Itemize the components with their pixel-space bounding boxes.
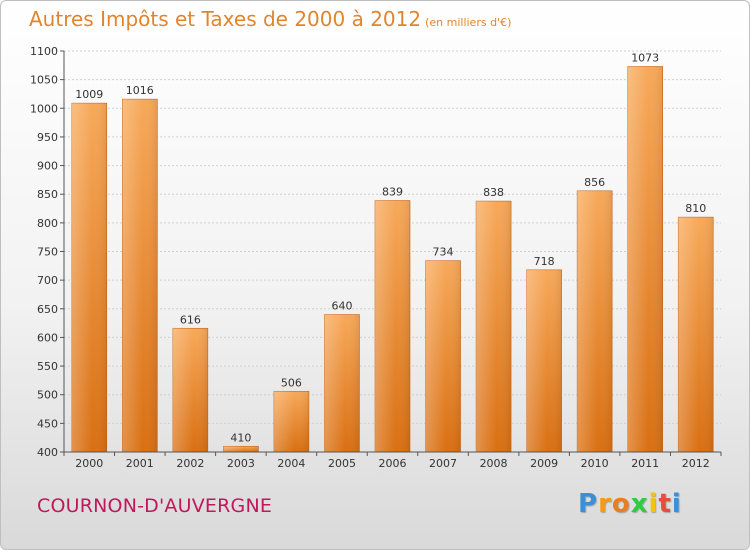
x-tick-label: 2000 xyxy=(75,457,103,470)
chart-subtitle: (en milliers d'€) xyxy=(425,16,512,29)
y-tick-label: 550 xyxy=(37,360,58,373)
y-tick-label: 800 xyxy=(37,217,58,230)
bar-shine xyxy=(425,260,461,452)
bar-shine xyxy=(324,314,360,452)
y-tick-label: 1000 xyxy=(30,102,58,115)
y-axis-ticks: 400 450 500 550 600 650 700 750 800 850 900 950 1000… xyxy=(30,45,64,459)
bar-shine xyxy=(223,446,259,452)
logo-letter: P xyxy=(578,489,599,519)
y-tick-label: 750 xyxy=(37,246,58,259)
bar-shine xyxy=(375,200,410,452)
logo-letter: i xyxy=(671,489,682,519)
bar-value-label: 734 xyxy=(433,246,454,259)
x-tick-label: 2005 xyxy=(328,457,356,470)
y-tick-label: 600 xyxy=(37,331,58,344)
x-tick-label: 2003 xyxy=(227,457,255,470)
bar-value-label: 1009 xyxy=(75,88,103,101)
bar-shine xyxy=(678,217,714,452)
bar-value-label: 1016 xyxy=(126,84,154,97)
bar-shine xyxy=(627,66,663,453)
bar-shine xyxy=(526,269,562,452)
logo-letter: r xyxy=(598,489,612,519)
bar-value-label: 839 xyxy=(382,186,403,199)
bar-value-label: 640 xyxy=(331,300,352,313)
x-tick-label: 2011 xyxy=(631,457,659,470)
logo-letter: x xyxy=(630,489,649,519)
y-tick-label: 900 xyxy=(37,160,58,173)
bar-value-label: 1073 xyxy=(631,51,659,64)
y-tick-label: 1100 xyxy=(30,45,58,58)
x-tick-label: 2007 xyxy=(429,457,457,470)
bar-shine xyxy=(172,328,208,452)
y-tick-label: 1050 xyxy=(30,74,58,87)
x-tick-label: 2001 xyxy=(126,457,154,470)
y-tick-label: 450 xyxy=(37,417,58,430)
bar-shine xyxy=(122,99,158,453)
bar-value-label: 856 xyxy=(584,176,605,189)
logo-letter: i xyxy=(648,489,659,519)
bar-value-label: 506 xyxy=(281,376,302,389)
x-tick-label: 2012 xyxy=(682,457,710,470)
bar-value-label: 838 xyxy=(483,186,504,199)
y-tick-label: 650 xyxy=(37,303,58,316)
x-tick-label: 2002 xyxy=(176,457,204,470)
x-tick-label: 2006 xyxy=(379,457,407,470)
y-tick-label: 500 xyxy=(37,389,58,402)
bars: 1009 1016 616 410 506 640 839 734 838 718 856 1073 8… xyxy=(71,51,714,453)
chart-title-text: Autres Impôts et Taxes de 2000 à 2012 xyxy=(29,7,422,31)
location-label: COURNON-D'AUVERGNE xyxy=(37,495,273,517)
chart-title: Autres Impôts et Taxes de 2000 à 2012 (en… xyxy=(29,7,511,31)
logo-letter: o xyxy=(611,489,631,519)
y-tick-label: 850 xyxy=(37,188,58,201)
y-tick-label: 950 xyxy=(37,131,58,144)
bar-value-label: 718 xyxy=(534,255,555,268)
x-tick-label: 2009 xyxy=(530,457,558,470)
bar-shine xyxy=(71,103,107,452)
y-tick-label: 700 xyxy=(37,274,58,287)
proxiti-logo: Proxiti xyxy=(578,489,682,519)
axes xyxy=(63,51,721,453)
bar-shine xyxy=(577,190,613,452)
logo-letter: t xyxy=(658,489,672,519)
x-tick-label: 2008 xyxy=(480,457,508,470)
bar-value-label: 616 xyxy=(180,313,201,326)
x-axis-ticks: 2000 2001 2002 2003 2004 2005 2006 2007 2008 2009… xyxy=(63,452,722,470)
bar-value-label: 410 xyxy=(230,431,251,444)
x-tick-label: 2004 xyxy=(277,457,305,470)
bar-value-label: 810 xyxy=(685,202,706,215)
y-tick-label: 400 xyxy=(37,446,58,459)
bar-shine xyxy=(476,201,512,452)
bar-shine xyxy=(273,391,309,452)
x-tick-label: 2010 xyxy=(581,457,609,470)
